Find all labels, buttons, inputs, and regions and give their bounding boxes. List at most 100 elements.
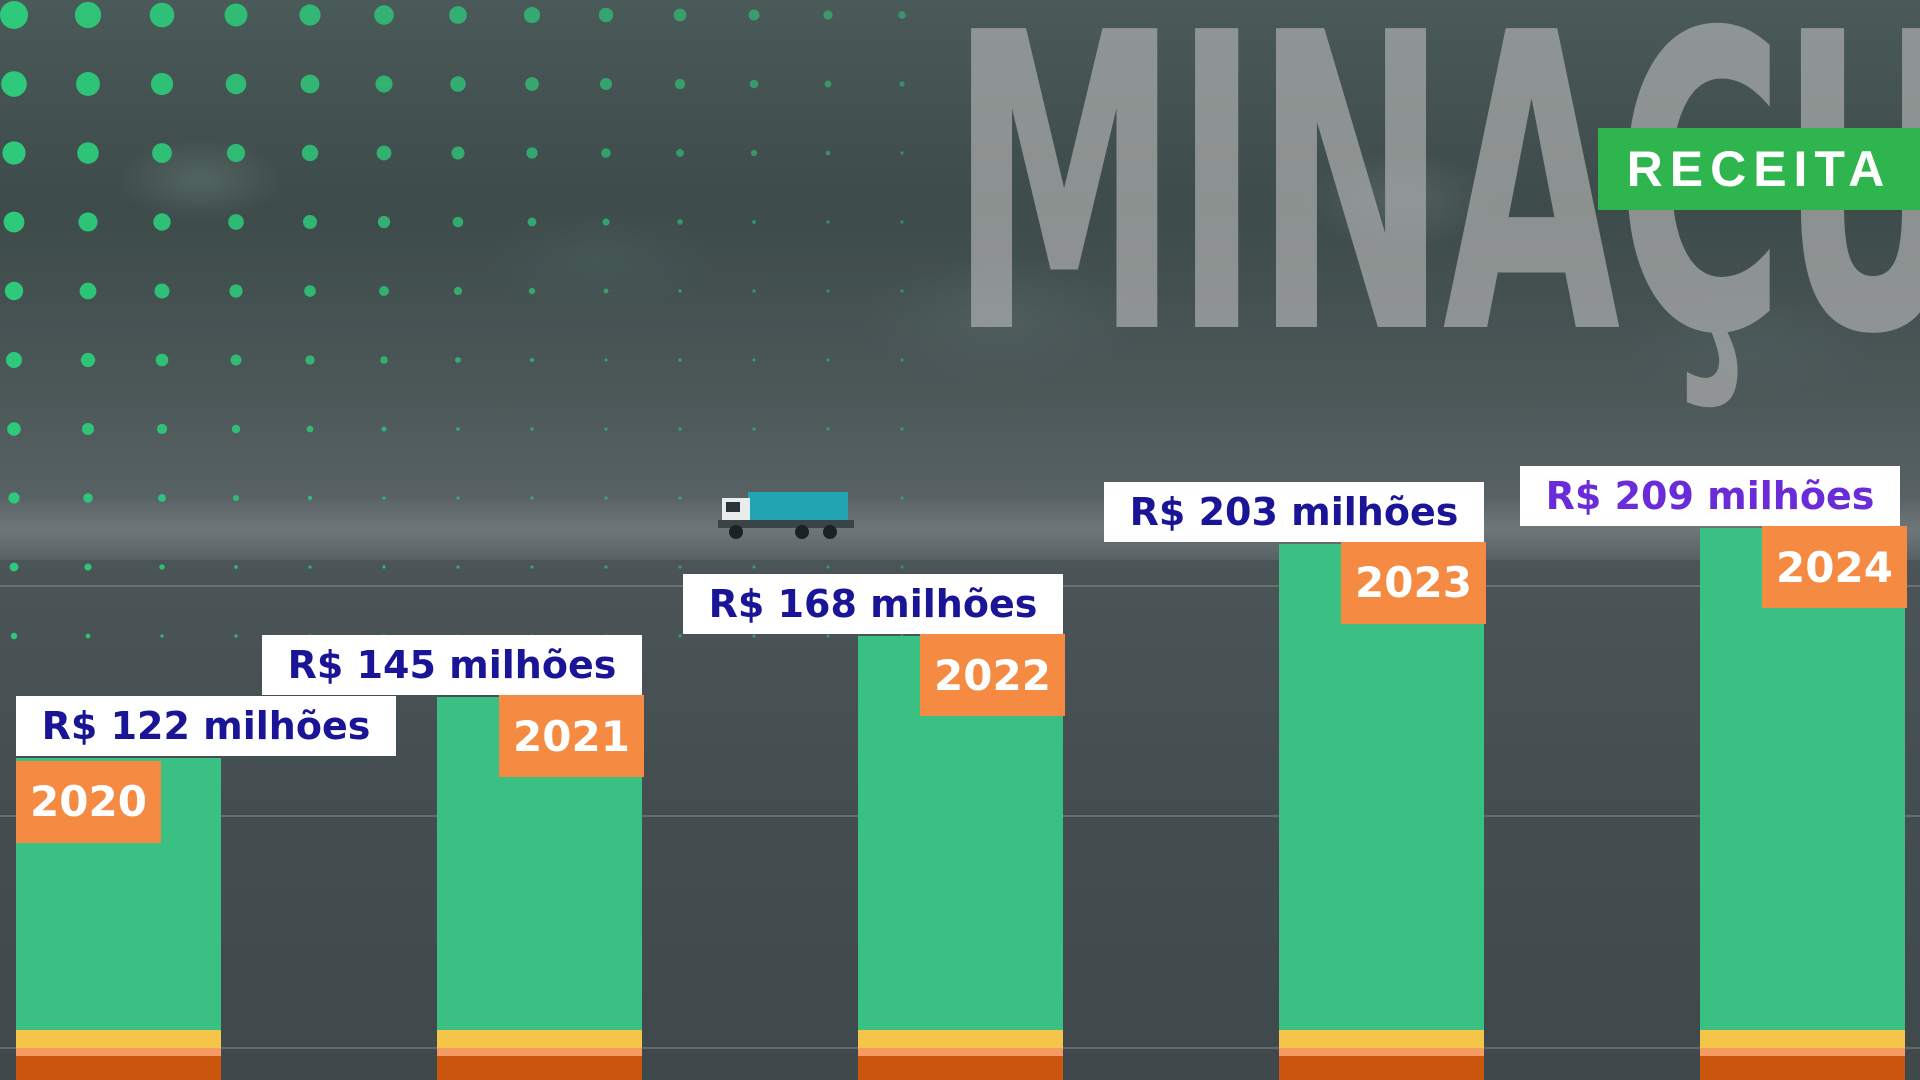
dot [77, 142, 99, 164]
value-label: R$ 145 milhões [287, 643, 617, 688]
dot [230, 354, 242, 366]
dot [529, 357, 535, 363]
dot [377, 215, 391, 229]
dot [234, 634, 238, 638]
value-label: R$ 122 milhões [41, 703, 371, 748]
dot [527, 217, 537, 227]
year-label: 2024 [1776, 542, 1893, 592]
dot [150, 72, 174, 96]
dot [602, 218, 610, 226]
dot [8, 492, 20, 504]
dot [826, 565, 830, 569]
dot [154, 283, 170, 299]
dot [9, 562, 19, 572]
dot [149, 2, 175, 28]
year-label-box: 2021 [499, 695, 644, 778]
dot [156, 423, 168, 435]
dot [229, 284, 243, 298]
dot [752, 289, 756, 293]
dot [158, 494, 166, 502]
dot [228, 214, 244, 230]
dot [826, 634, 830, 638]
dot [752, 427, 756, 431]
dot [83, 493, 93, 503]
dot [155, 353, 169, 367]
dot [900, 496, 904, 500]
dot [451, 146, 465, 160]
dot [160, 634, 164, 638]
year-label: 2022 [934, 650, 1051, 700]
dot [604, 427, 608, 431]
dot [0, 1, 28, 29]
dot [750, 149, 758, 157]
dot [153, 213, 171, 231]
dot [678, 634, 682, 638]
dot [452, 216, 464, 228]
dot [456, 427, 460, 431]
year-label: 2023 [1355, 558, 1472, 608]
dot [224, 3, 248, 27]
dot [604, 565, 608, 569]
year-label: 2021 [513, 711, 630, 761]
dot [899, 81, 905, 87]
dot [85, 633, 91, 639]
dot [1, 71, 27, 97]
bar-2024 [1700, 528, 1905, 1080]
dot [752, 220, 756, 224]
dot [307, 495, 313, 501]
dot [3, 211, 25, 233]
dot [380, 356, 388, 364]
dot [823, 10, 833, 20]
dot [752, 358, 756, 362]
dot [752, 565, 756, 569]
dot [603, 288, 609, 294]
dot [6, 352, 22, 368]
dot [159, 564, 165, 570]
dot [604, 496, 608, 500]
dot [678, 289, 682, 293]
dot [74, 1, 102, 29]
dot [152, 143, 172, 163]
dot [752, 634, 756, 638]
year-label-box: 2022 [920, 634, 1065, 717]
dot [80, 352, 96, 368]
dot [600, 78, 612, 90]
dot [900, 289, 904, 293]
dot [10, 632, 18, 640]
dot [604, 358, 608, 362]
dot [381, 426, 387, 432]
dot [678, 427, 682, 431]
year-label: 2020 [30, 777, 147, 827]
dot [673, 8, 687, 22]
dot [826, 427, 830, 431]
dot [231, 424, 241, 434]
value-label-box: R$ 209 milhões [1520, 466, 1900, 526]
dot [526, 147, 538, 159]
dot [455, 357, 461, 363]
dot [301, 144, 319, 162]
dot [232, 494, 240, 502]
dot [7, 422, 21, 436]
dot [530, 565, 534, 569]
dot [82, 423, 94, 435]
dot [900, 565, 904, 569]
dot [79, 282, 97, 300]
dot [308, 565, 312, 569]
value-label-box: R$ 203 milhões [1104, 481, 1484, 542]
dot [678, 565, 682, 569]
dot [826, 220, 830, 224]
dot [900, 427, 904, 431]
dot [601, 148, 611, 158]
dot [374, 5, 394, 25]
dot [234, 565, 238, 569]
dot [305, 355, 315, 365]
bar-2023 [1279, 543, 1484, 1080]
dot [900, 358, 904, 362]
value-label: R$ 203 milhões [1129, 489, 1459, 534]
town-background [0, 0, 1920, 520]
dot [900, 220, 904, 224]
dot [826, 289, 830, 293]
dot [528, 287, 536, 295]
dot [530, 496, 534, 500]
